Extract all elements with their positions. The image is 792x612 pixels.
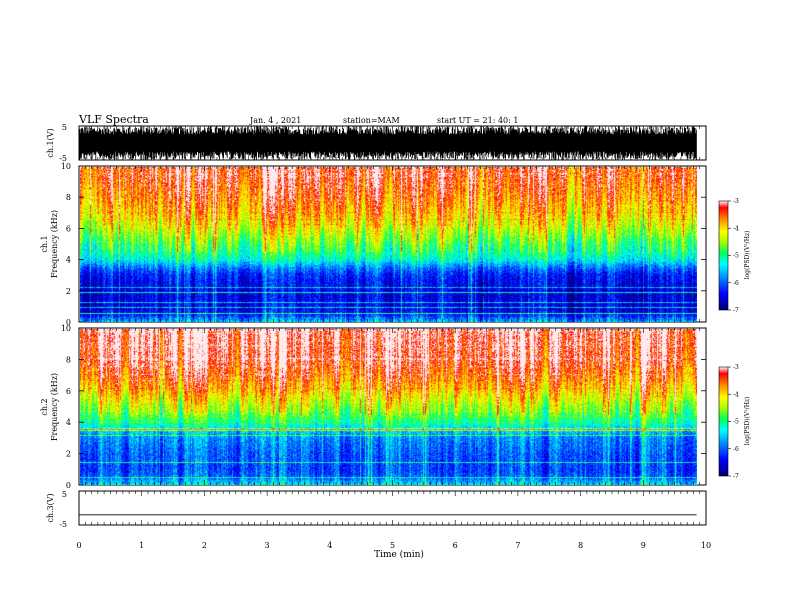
time-tick-label: 8 xyxy=(578,541,583,550)
time-tick-label: 4 xyxy=(327,541,332,550)
ch1-ytick-label: 6 xyxy=(66,224,71,233)
ch3-waveform-frame xyxy=(78,490,707,526)
ch1-waveform-trace xyxy=(78,126,697,160)
ch1-ytick-top: 5 xyxy=(62,123,67,132)
ch2-ytick-label: 8 xyxy=(66,355,71,364)
time-axis-tick-labels: 0 1 2 3 4 5 6 7 8 9 10 xyxy=(76,541,711,550)
chart-title: VLF Spectra xyxy=(78,113,149,126)
ch1-colorbar-tick-label: -7 xyxy=(733,307,739,314)
ch1-spectrogram-panel: 0 2 4 6 8 10 ch.1 Frequency (kHz) xyxy=(40,162,707,327)
time-tick-label: 6 xyxy=(453,541,458,550)
ch1-ytick-label: 8 xyxy=(66,193,71,202)
time-axis-label: Time (min) xyxy=(374,549,424,560)
ch3-ytick-top: 5 xyxy=(62,490,67,499)
ch3-waveform-ylabel: ch.3(V) xyxy=(46,493,55,522)
ch3-waveform-panel: 5 -5 ch.3(V) xyxy=(46,490,707,529)
ch1-spectrogram-image xyxy=(80,167,697,322)
ch2-ytick-label: 6 xyxy=(66,387,71,396)
ch1-waveform-panel: 5 -5 ch.1(V) xyxy=(46,123,707,163)
ch2-colorbar-tick-label: -6 xyxy=(733,446,739,453)
time-tick-label: 2 xyxy=(202,541,207,550)
ch2-colorbar-tick-label: -3 xyxy=(733,364,739,371)
ch2-colorbar-tick-label: -4 xyxy=(733,391,739,398)
ch2-channel-label: ch.2 xyxy=(40,398,49,415)
ch3-ytick-bottom: -5 xyxy=(59,520,67,529)
ch2-ytick-label: 0 xyxy=(66,481,71,490)
ch1-ytick-label: 4 xyxy=(66,256,71,265)
start-ut-label: start UT = 21: 40: 1 xyxy=(437,116,518,125)
ch2-ytick-label: 4 xyxy=(66,418,71,427)
time-tick-label: 1 xyxy=(139,541,144,550)
ch2-colorbar: -3 -4 -5 -6 -7 log(PSD)(V²/Hz) xyxy=(718,364,751,480)
ch1-colorbar-label: log(PSD)(V²/Hz) xyxy=(744,231,751,280)
ch1-waveform-ylabel: ch.1(V) xyxy=(46,128,55,157)
ch2-spectrogram-yticks: 0 2 4 6 8 10 xyxy=(61,324,706,490)
ch1-ytick-label: 0 xyxy=(66,318,71,327)
time-tick-label: 0 xyxy=(76,541,81,550)
ch1-colorbar: -3 -4 -5 -6 -7 log(PSD)(V²/Hz) xyxy=(718,198,751,314)
time-tick-label: 9 xyxy=(641,541,646,550)
ch2-colorbar-ramp xyxy=(718,366,729,477)
ch2-colorbar-tick-label: -5 xyxy=(733,419,739,426)
ch1-ytick-label: 2 xyxy=(66,287,71,296)
ch1-ytick-label: 10 xyxy=(61,162,71,171)
ch1-channel-label: ch.1 xyxy=(40,235,49,252)
ch2-frequency-ylabel: Frequency (kHz) xyxy=(50,373,59,441)
ch1-ytick-bottom: -5 xyxy=(59,154,67,163)
ch1-colorbar-tick-label: -4 xyxy=(733,225,739,232)
ch1-colorbar-ticks: -3 -4 -5 -6 -7 xyxy=(728,198,739,314)
ch1-frequency-ylabel: Frequency (kHz) xyxy=(50,210,59,278)
ch2-spectrogram-image xyxy=(80,329,697,485)
ch2-colorbar-label: log(PSD)(V²/Hz) xyxy=(744,397,751,446)
ch1-colorbar-tick-label: -3 xyxy=(733,198,739,205)
ch1-colorbar-ramp xyxy=(718,200,729,311)
ch1-colorbar-tick-label: -5 xyxy=(733,253,739,260)
ch2-spectrogram-panel: 0 2 4 6 8 10 ch.2 Frequency (kHz) xyxy=(40,324,707,490)
station-label: station=MAM xyxy=(343,116,400,125)
ch2-colorbar-tick-label: -7 xyxy=(733,473,739,480)
ch2-ytick-label: 2 xyxy=(66,450,71,459)
ch1-spectrogram-yticks: 0 2 4 6 8 10 xyxy=(61,162,706,327)
time-tick-label: 3 xyxy=(265,541,270,550)
time-tick-label: 5 xyxy=(390,541,395,550)
time-axis-ticks xyxy=(78,126,707,525)
date-label: Jan. 4 , 2021 xyxy=(249,116,301,125)
time-tick-label: 10 xyxy=(701,541,711,550)
ch1-colorbar-tick-label: -6 xyxy=(733,280,739,287)
ch2-ytick-label: 10 xyxy=(61,324,71,333)
time-tick-label: 7 xyxy=(515,541,520,550)
ch2-colorbar-ticks: -3 -4 -5 -6 -7 xyxy=(728,364,739,480)
